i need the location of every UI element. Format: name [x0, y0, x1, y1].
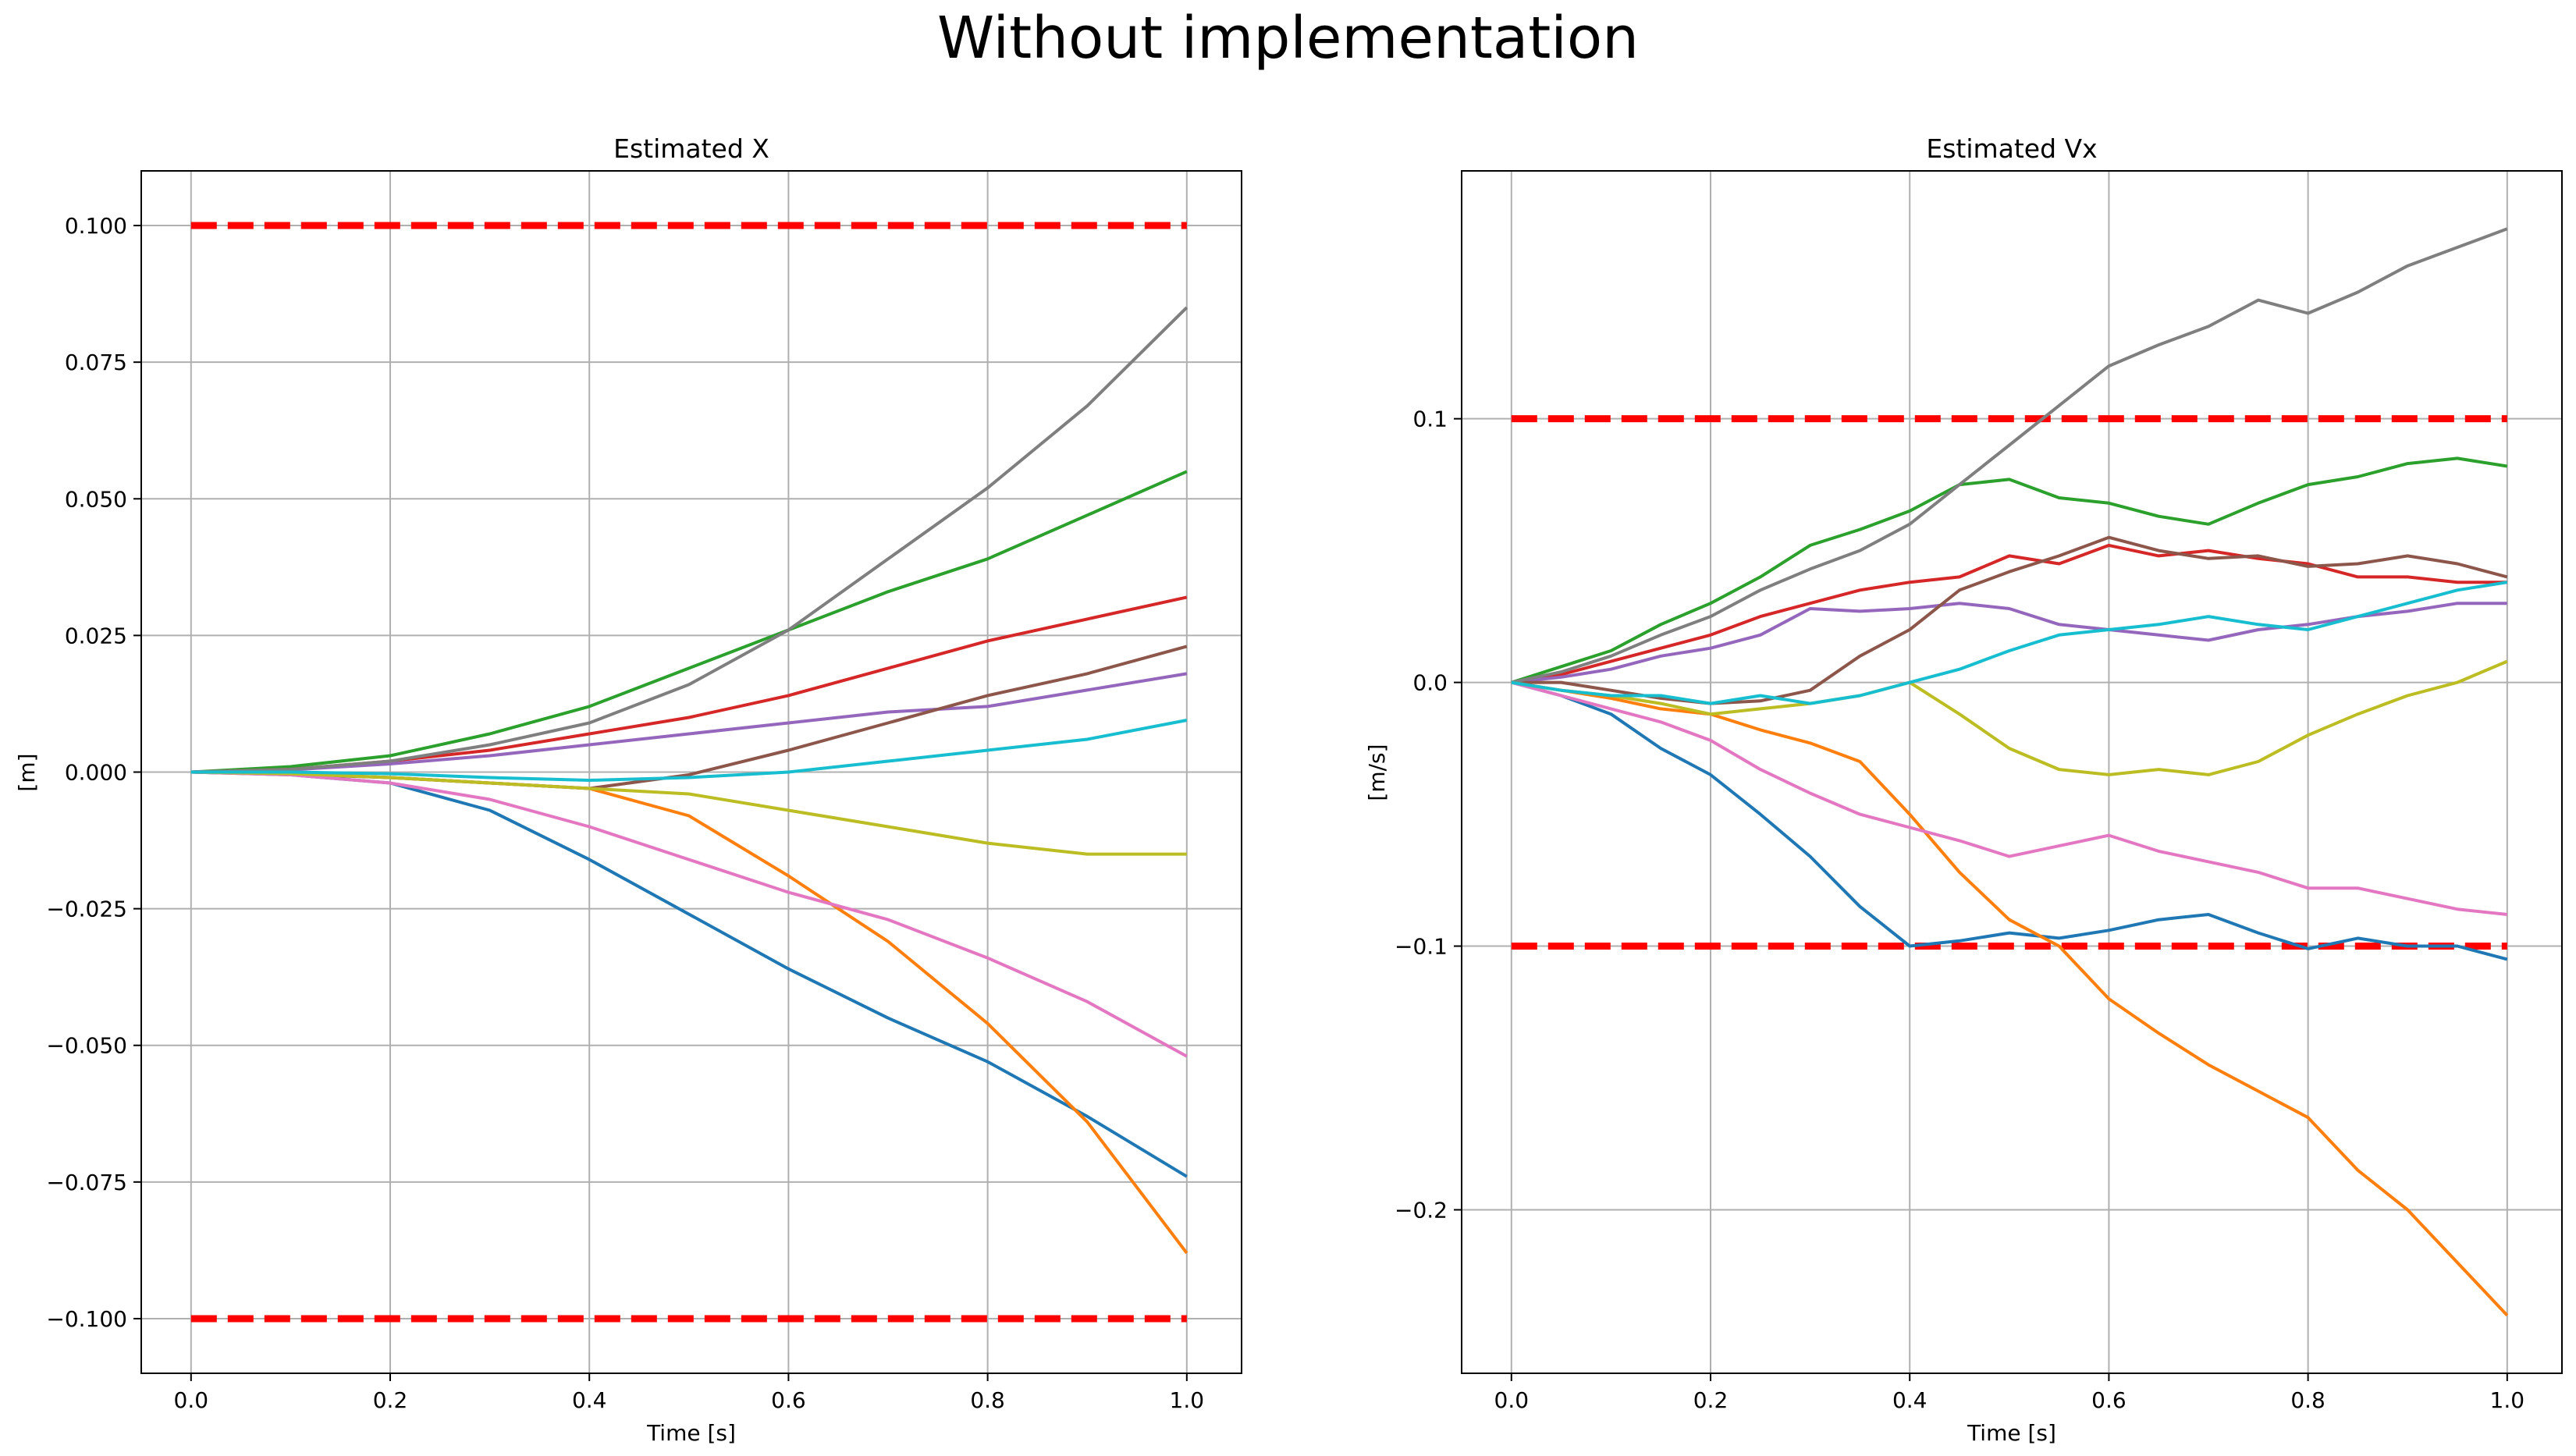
x-tick-label: 0.0 — [1494, 1387, 1530, 1413]
y-tick-label: −0.025 — [46, 897, 127, 922]
series-line-9 — [190, 770, 1187, 856]
y-tick-label: −0.050 — [46, 1033, 127, 1059]
y-tick-label: 0.025 — [65, 623, 127, 648]
series-line-10 — [190, 719, 1188, 782]
series-line-2 — [190, 770, 1189, 1255]
x-tick-label: 0.6 — [771, 1387, 806, 1413]
x-tick-label: 1.0 — [2490, 1387, 2525, 1413]
y-tick-label: −0.075 — [46, 1170, 127, 1195]
series-line-4 — [1511, 543, 2507, 684]
x-tick-label: 0.6 — [2091, 1387, 2127, 1413]
series-line-7 — [1511, 680, 2508, 916]
series-line-8 — [1511, 227, 2508, 684]
y-tick-label: 0.050 — [65, 486, 127, 512]
x-tick-label: 0.8 — [970, 1387, 1005, 1413]
y-tick-label: 0.075 — [65, 350, 127, 375]
x-tick-label: 0.8 — [2290, 1387, 2326, 1413]
chart-title: Estimated X — [613, 133, 769, 164]
chart-title: Estimated Vx — [1926, 133, 2097, 164]
series-line-2 — [1511, 680, 2509, 1317]
y-tick-label: 0.0 — [1412, 670, 1448, 696]
plot-frame — [1461, 170, 2563, 1374]
y-tick-label: −0.1 — [1395, 934, 1448, 960]
x-tick-label: 0.4 — [572, 1387, 607, 1413]
x-tick-label: 0.4 — [1892, 1387, 1928, 1413]
series-line-7 — [190, 770, 1188, 1058]
series-line-5 — [1511, 602, 2507, 684]
series-line-10 — [1511, 581, 2508, 705]
series-line-6 — [1511, 535, 2508, 705]
series-line-3 — [190, 470, 1188, 774]
y-axis-label: [m] — [14, 753, 40, 791]
chart-panel-2: 0.0 0.2 0.4 0.6 0.8 1.0 0.1 0.0 −0.1 −0.2 Estimate… — [1364, 133, 2563, 1446]
x-tick-label: 1.0 — [1170, 1387, 1205, 1413]
y-tick-label: −0.100 — [46, 1306, 127, 1332]
figure-title: Without implementation — [936, 5, 1640, 72]
chart-panel-1: 0.0 0.2 0.4 0.6 0.8 1.0 0.100 0.075 0.050 0.025 0.… — [14, 133, 1242, 1446]
series-line-9 — [1511, 659, 2508, 776]
series-line-3 — [1511, 456, 2508, 684]
series-line-5 — [190, 672, 1188, 774]
series-line-1 — [1511, 680, 2508, 961]
x-tick-label: 0.2 — [1693, 1387, 1729, 1413]
y-tick-label: −0.2 — [1395, 1197, 1448, 1223]
series-line-8 — [190, 306, 1189, 774]
x-tick-label: 0.2 — [373, 1387, 408, 1413]
y-tick-label: 0.1 — [1412, 407, 1448, 432]
series-line-1 — [190, 770, 1188, 1178]
y-tick-label: 0.100 — [65, 213, 127, 239]
x-axis-label: Time [s] — [646, 1420, 736, 1446]
y-axis-label: [m/s] — [1364, 744, 1390, 801]
x-axis-label: Time [s] — [1967, 1420, 2056, 1446]
y-tick-label: 0.000 — [65, 760, 127, 786]
x-tick-label: 0.0 — [174, 1387, 209, 1413]
